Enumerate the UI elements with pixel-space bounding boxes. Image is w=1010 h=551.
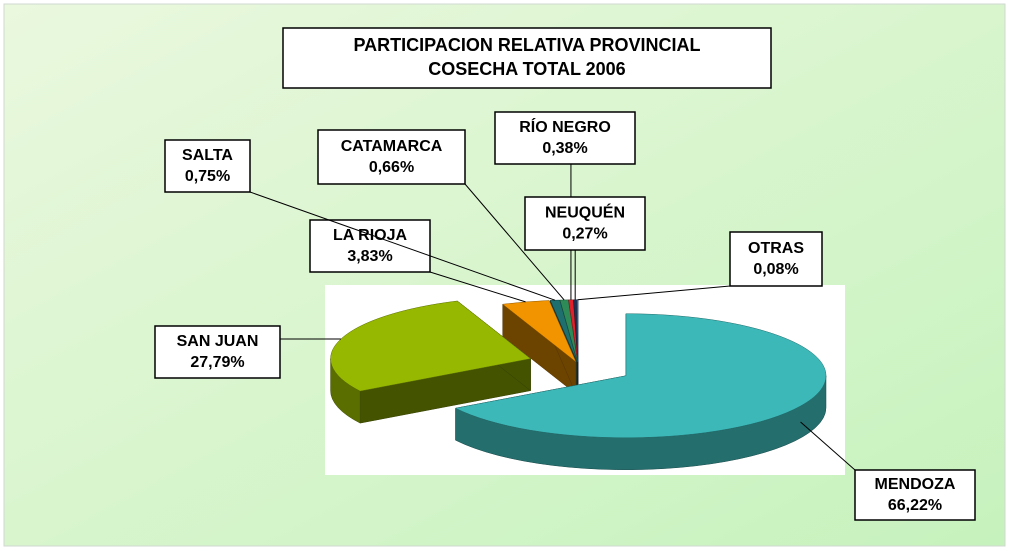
leader-line xyxy=(249,191,556,301)
labels: MENDOZA 66,22% SAN JUAN 27,79% LA RIOJA 3,83%… xyxy=(154,111,976,521)
title-box xyxy=(282,27,772,89)
label-box xyxy=(154,325,281,379)
label-box xyxy=(164,139,251,193)
slice-value: 66,22% xyxy=(888,497,942,514)
slice-value: 0,27% xyxy=(562,226,607,243)
slice-value: 27,79% xyxy=(190,354,244,371)
slice-label: OTRAS xyxy=(748,240,804,257)
chart-title: PARTICIPACION RELATIVA PROVINCIAL xyxy=(353,35,700,55)
chart-subtitle: COSECHA TOTAL 2006 xyxy=(428,59,625,79)
label-box xyxy=(524,196,646,251)
slice-label: RÍO NEGRO xyxy=(519,117,611,136)
label-box xyxy=(309,219,431,273)
slice-label: NEUQUÉN xyxy=(545,203,625,222)
pie-slice xyxy=(549,299,578,362)
slice-label: CATAMARCA xyxy=(341,138,443,155)
slice-label: SAN JUAN xyxy=(177,333,259,350)
leader-line xyxy=(429,271,526,303)
slice-value: 3,83% xyxy=(347,248,392,265)
leader-line xyxy=(464,183,565,301)
label-box xyxy=(494,111,636,165)
pie-slice xyxy=(454,313,827,438)
leader-line xyxy=(577,285,731,301)
slice-label: MENDOZA xyxy=(875,476,956,493)
slice-value: 0,38% xyxy=(542,140,587,157)
slice-value: 0,08% xyxy=(753,261,798,278)
label-box xyxy=(317,129,466,185)
pie-slice xyxy=(502,300,577,363)
leader-line xyxy=(800,421,856,471)
label-box xyxy=(729,231,823,287)
slice-tops xyxy=(330,299,827,438)
slice-label: LA RIOJA xyxy=(333,227,408,244)
label-box xyxy=(854,469,976,521)
slice-label: SALTA xyxy=(182,147,233,164)
slice-value: 0,75% xyxy=(185,168,230,185)
slice-value: 0,66% xyxy=(369,159,414,176)
